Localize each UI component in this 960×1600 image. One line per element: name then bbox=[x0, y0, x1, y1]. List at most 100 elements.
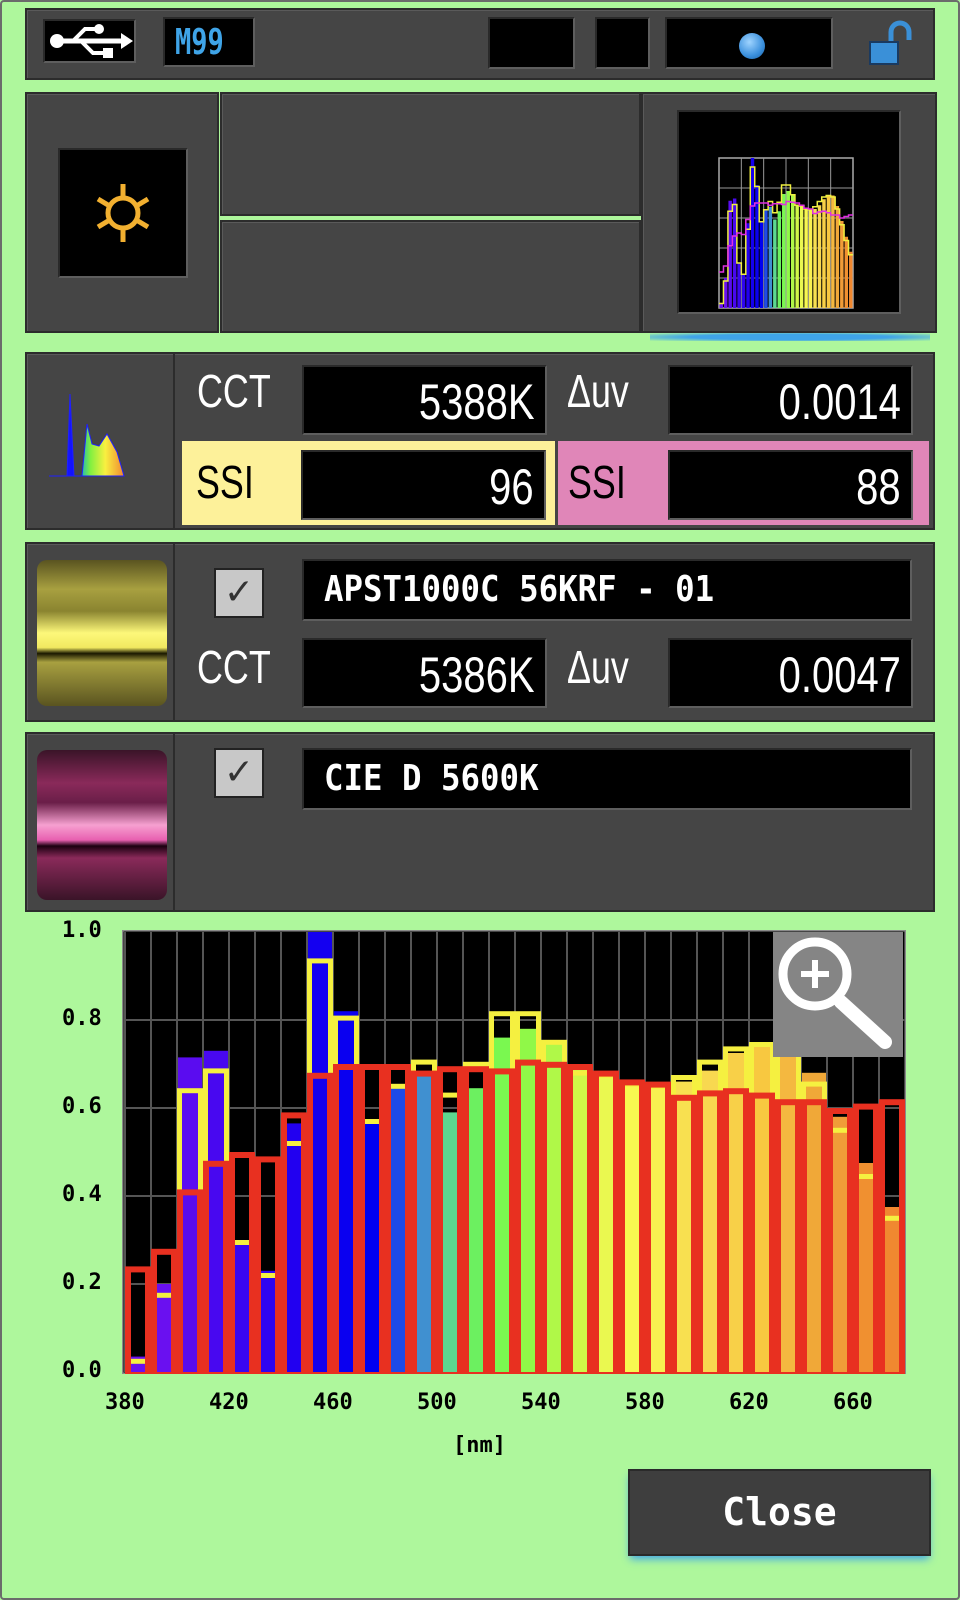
y-tick-label: 0.6 bbox=[62, 1094, 102, 1119]
reference2-bar-610 bbox=[723, 1088, 749, 1374]
spectrum-thumbnail-panel[interactable] bbox=[641, 92, 937, 333]
mode-button[interactable] bbox=[58, 148, 188, 278]
reference2-bar-550 bbox=[567, 1064, 593, 1374]
checkmark-icon: ✓ bbox=[223, 752, 255, 793]
reference2-bar-640 bbox=[801, 1099, 827, 1374]
ref1-duv-value: 0.0047 bbox=[778, 647, 901, 703]
indicator-dot bbox=[739, 33, 765, 59]
ssi-reference1-box: SSI 96 bbox=[182, 441, 555, 525]
thumb-bar bbox=[719, 302, 723, 308]
selected-glow bbox=[650, 333, 930, 341]
x-tick-label: 380 bbox=[105, 1390, 145, 1415]
thumb-bar bbox=[817, 205, 822, 308]
reference2-bar-670 bbox=[879, 1099, 905, 1374]
reference1-checkbox[interactable]: ✓ bbox=[214, 568, 264, 618]
spectrum-mode-icon[interactable] bbox=[27, 354, 175, 528]
duv-value-field: 0.0014 bbox=[668, 365, 913, 435]
reference2-bar-440 bbox=[281, 1112, 307, 1374]
reference2-bar-580 bbox=[645, 1081, 671, 1374]
reference2-bar-570 bbox=[619, 1079, 645, 1374]
duv-label: Δuv bbox=[567, 365, 629, 417]
ref1-cct-label: CCT bbox=[197, 641, 271, 693]
reference2-bar-620 bbox=[749, 1092, 775, 1374]
ssi1-value-field: 96 bbox=[301, 450, 546, 520]
thumb-bar bbox=[750, 158, 755, 308]
reference2-bar-650 bbox=[827, 1108, 853, 1374]
thumb-bar bbox=[732, 198, 737, 308]
cct-value: 5388K bbox=[419, 374, 535, 430]
thumb-reference2-line bbox=[719, 200, 853, 273]
thumb-bar bbox=[768, 206, 773, 308]
x-tick-label: 460 bbox=[313, 1390, 353, 1415]
cct-label: CCT bbox=[197, 365, 271, 417]
reference2-bar-410 bbox=[203, 1160, 229, 1374]
usb-icon bbox=[43, 19, 136, 63]
reference1-name-field[interactable]: APST1000C 56KRF - 01 bbox=[302, 559, 912, 621]
x-tick-label: 660 bbox=[833, 1390, 873, 1415]
x-tick-label: 500 bbox=[417, 1390, 457, 1415]
reference2-bar-490 bbox=[411, 1070, 437, 1374]
reference2-bar-380 bbox=[125, 1266, 151, 1374]
memory-label: M99 bbox=[175, 22, 224, 63]
info-slot-top bbox=[220, 92, 641, 216]
thumb-bar bbox=[844, 236, 849, 308]
thumb-bar bbox=[723, 278, 728, 308]
reference2-bar-400 bbox=[177, 1189, 203, 1374]
zoom-button[interactable] bbox=[773, 932, 903, 1057]
thumb-bar bbox=[808, 209, 813, 308]
reference2-color-swatch bbox=[27, 734, 175, 910]
measurement-panel: CCT 5388K Δuv 0.0014 SSI 96 SSI 88 bbox=[25, 352, 935, 530]
reference2-name-field[interactable]: CIE D 5600K bbox=[302, 748, 912, 810]
x-tick-label: 580 bbox=[625, 1390, 665, 1415]
x-axis-label: [nm] bbox=[453, 1433, 506, 1458]
thumb-bar bbox=[755, 185, 759, 308]
thumb-bar bbox=[849, 251, 853, 308]
ref1-cct-value: 5386K bbox=[419, 647, 535, 703]
ssi1-value: 96 bbox=[489, 459, 535, 515]
reference2-checkbox[interactable]: ✓ bbox=[214, 748, 264, 798]
ref1-duv-label: Δuv bbox=[567, 641, 629, 693]
thumb-bar bbox=[728, 200, 732, 308]
status-slot-3 bbox=[665, 17, 833, 69]
ssi2-value: 88 bbox=[856, 459, 902, 515]
ssi2-label: SSI bbox=[568, 456, 626, 508]
y-tick-label: 1.0 bbox=[62, 918, 102, 943]
y-tick-label: 0.2 bbox=[62, 1270, 102, 1295]
close-button[interactable]: Close bbox=[628, 1469, 931, 1556]
ssi1-label: SSI bbox=[196, 456, 254, 508]
reference2-panel: ✓ CIE D 5600K bbox=[25, 732, 935, 912]
y-tick-label: 0.4 bbox=[62, 1182, 102, 1207]
thumb-bar bbox=[813, 209, 817, 308]
thumb-bar bbox=[799, 206, 804, 308]
reference2-bar-560 bbox=[593, 1070, 619, 1374]
unlocked-padlock-icon[interactable] bbox=[867, 20, 913, 68]
spectrum-chart: 1.0 0.8 0.6 0.4 0.2 0.0 380 420 460 500 540 580 620… bbox=[0, 900, 960, 1460]
thumb-bar bbox=[826, 195, 831, 308]
ref1-duv-value-field: 0.0047 bbox=[668, 638, 913, 708]
reference2-bar-660 bbox=[853, 1103, 879, 1374]
spectrum-thumbnail-chart bbox=[718, 157, 854, 309]
thumb-bar bbox=[773, 219, 777, 308]
x-tick-label: 540 bbox=[521, 1390, 561, 1415]
thumb-bar bbox=[786, 191, 790, 308]
reference2-bar-470 bbox=[359, 1064, 385, 1374]
reference2-bar-430 bbox=[255, 1156, 281, 1374]
reference2-bar-600 bbox=[697, 1090, 723, 1374]
sun-ambient-icon bbox=[96, 184, 150, 242]
thumb-bar bbox=[804, 209, 808, 308]
thumb-bar bbox=[746, 223, 750, 308]
reference2-bar-520 bbox=[489, 1068, 515, 1374]
reference2-bar-540 bbox=[541, 1061, 567, 1374]
status-slot-2 bbox=[595, 17, 650, 69]
status-slot-1 bbox=[488, 17, 575, 69]
thumb-bar bbox=[790, 195, 795, 308]
zoom-in-icon bbox=[778, 937, 892, 1049]
reference2-bar-450 bbox=[307, 1072, 333, 1374]
spectrum-thumbnail[interactable] bbox=[677, 110, 901, 314]
ssi-reference2-box: SSI 88 bbox=[558, 441, 929, 525]
memory-indicator: M99 bbox=[163, 17, 255, 67]
cct-value-field: 5388K bbox=[302, 365, 547, 435]
reference2-name: CIE D 5600K bbox=[324, 758, 539, 799]
y-tick-label: 0.0 bbox=[62, 1358, 102, 1383]
reference2-bar-510 bbox=[463, 1066, 489, 1374]
